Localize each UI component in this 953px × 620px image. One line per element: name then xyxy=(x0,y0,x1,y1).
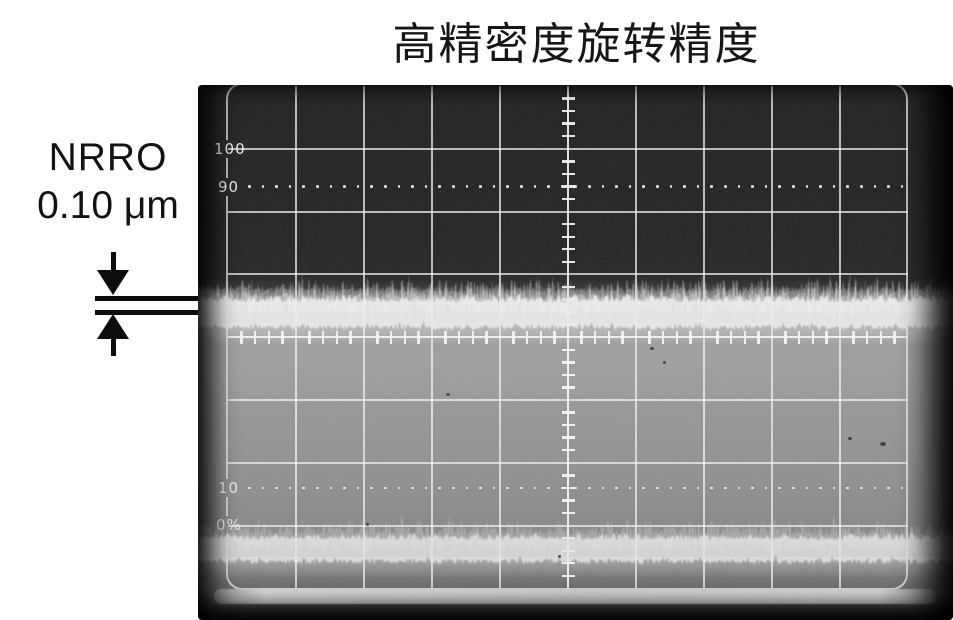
dust-speck xyxy=(366,523,369,526)
figure-title: 高精密度旋转精度 xyxy=(392,20,761,69)
noise-trace-bands xyxy=(198,281,953,579)
dimension-line-lower xyxy=(95,310,201,315)
dimension-arrow-up-icon xyxy=(97,314,129,339)
nrro-band xyxy=(198,281,953,345)
dimension-arrow-down-icon xyxy=(97,270,129,295)
photo-glare-strip xyxy=(214,589,936,604)
dimension-line-upper xyxy=(95,296,201,301)
dust-speck xyxy=(848,437,852,440)
dimension-arrow-top-stem xyxy=(111,252,116,273)
nrro-label: NRRO xyxy=(48,136,168,179)
nrro-annotation-text: NRRO 0.10 μm xyxy=(12,134,204,229)
dust-speck xyxy=(446,393,450,396)
oscilloscope-photo: 100 90 10 0% xyxy=(198,85,953,620)
baseline-band xyxy=(198,523,953,579)
dust-speck xyxy=(558,555,561,558)
dust-speck xyxy=(663,361,666,364)
dust-speck xyxy=(650,347,654,350)
dust-speck xyxy=(880,442,886,446)
dimension-arrow-bottom-stem xyxy=(111,337,116,356)
nrro-value-label: 0.10 μm xyxy=(37,183,179,227)
